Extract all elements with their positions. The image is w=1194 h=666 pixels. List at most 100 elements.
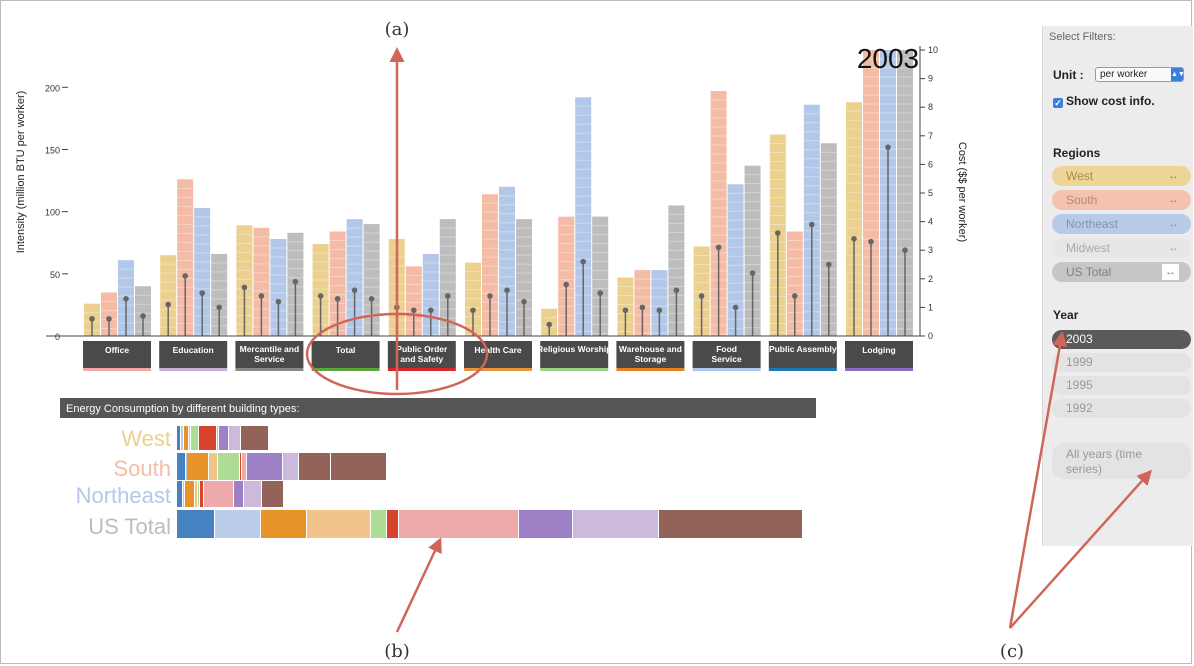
bar-south-warehouse-and-storage[interactable]: [634, 270, 651, 336]
swap-arrows-icon[interactable]: ↔: [1168, 242, 1179, 254]
bar-northeast-education[interactable]: [194, 207, 211, 336]
cost-point-south-mercantile-and-service[interactable]: [258, 293, 265, 299]
stack-segment-west[interactable]: [189, 426, 190, 450]
stack-segment-west[interactable]: [191, 426, 198, 450]
cost-point-northeast-lodging[interactable]: [885, 144, 891, 151]
stack-segment-us-total[interactable]: [659, 510, 802, 538]
year-1995[interactable]: 1995: [1052, 376, 1191, 395]
bar-us-total-health-care[interactable]: [516, 219, 532, 336]
stack-segment-northeast[interactable]: [195, 481, 197, 507]
bar-south-office[interactable]: [101, 292, 117, 336]
cost-point-us-total-mercantile-and-service[interactable]: [292, 278, 299, 285]
bar-south-lodging[interactable]: [863, 50, 879, 336]
cost-point-northeast-religious-worship[interactable]: [580, 258, 586, 265]
stack-segment-south[interactable]: [331, 453, 386, 480]
stack-segment-northeast[interactable]: [262, 481, 283, 507]
swap-arrows-icon[interactable]: ↔: [1162, 264, 1179, 280]
bar-us-total-total[interactable]: [363, 224, 380, 336]
stack-segment-us-total[interactable]: [261, 510, 306, 538]
stack-segment-south[interactable]: [218, 453, 239, 480]
cost-point-northeast-education[interactable]: [199, 290, 205, 296]
cost-point-west-warehouse-and-storage[interactable]: [622, 307, 629, 314]
stack-segment-northeast[interactable]: [204, 481, 233, 507]
cost-point-south-public-assembly[interactable]: [792, 293, 798, 299]
cost-point-northeast-food-service[interactable]: [732, 304, 739, 311]
cost-point-west-mercantile-and-service[interactable]: [241, 284, 248, 291]
bar-northeast-warehouse-and-storage[interactable]: [651, 270, 668, 336]
region-midwest[interactable]: Midwest ↔: [1052, 238, 1191, 258]
stack-segment-west[interactable]: [229, 426, 240, 450]
stack-segment-west[interactable]: [241, 426, 268, 450]
cost-point-us-total-education[interactable]: [216, 304, 222, 311]
stack-segment-northeast[interactable]: [177, 481, 182, 507]
bar-south-total[interactable]: [329, 231, 346, 336]
bar-south-food-service[interactable]: [710, 91, 727, 336]
stack-segment-northeast[interactable]: [198, 481, 199, 507]
bar-northeast-total[interactable]: [346, 219, 363, 336]
region-us-total[interactable]: US Total ↔: [1052, 262, 1191, 282]
stack-segment-northeast[interactable]: [183, 481, 184, 507]
cost-point-northeast-mercantile-and-service[interactable]: [275, 298, 282, 305]
bar-south-public-assembly[interactable]: [786, 231, 803, 336]
stack-segment-us-total[interactable]: [573, 510, 658, 538]
cost-point-south-health-care[interactable]: [487, 293, 493, 299]
cost-point-northeast-health-care[interactable]: [504, 287, 510, 294]
cost-point-us-total-warehouse-and-storage[interactable]: [673, 287, 680, 294]
bar-us-total-public-assembly[interactable]: [820, 143, 837, 336]
stack-segment-northeast[interactable]: [200, 481, 203, 507]
bar-us-total-warehouse-and-storage[interactable]: [668, 205, 685, 336]
stack-segment-south[interactable]: [240, 453, 241, 480]
stack-segment-west[interactable]: [184, 426, 188, 450]
bar-west-lodging[interactable]: [846, 102, 862, 336]
stack-segment-south[interactable]: [186, 453, 187, 480]
stack-segment-us-total[interactable]: [177, 510, 214, 538]
cost-point-northeast-public-order-and-safety[interactable]: [428, 307, 434, 314]
stack-segment-northeast[interactable]: [244, 481, 261, 507]
stack-segment-us-total[interactable]: [307, 510, 370, 538]
stack-segment-west[interactable]: [177, 426, 180, 450]
stack-segment-us-total[interactable]: [387, 510, 398, 538]
category-button-office[interactable]: Office: [83, 341, 151, 371]
category-button-total[interactable]: Total: [311, 341, 380, 371]
bar-us-total-office[interactable]: [135, 286, 151, 336]
cost-point-west-food-service[interactable]: [698, 293, 705, 299]
cost-point-us-total-public-assembly[interactable]: [826, 261, 832, 268]
cost-point-west-lodging[interactable]: [851, 235, 857, 242]
stack-segment-west[interactable]: [181, 426, 183, 450]
stack-segment-west[interactable]: [217, 426, 218, 450]
region-south[interactable]: South ↔: [1052, 190, 1191, 210]
bar-northeast-mercantile-and-service[interactable]: [270, 239, 287, 336]
region-west[interactable]: West ↔: [1052, 166, 1191, 186]
cost-point-northeast-office[interactable]: [123, 296, 129, 302]
cost-point-west-office[interactable]: [89, 316, 95, 322]
cost-point-west-public-order-and-safety[interactable]: [394, 304, 400, 311]
cost-point-south-total[interactable]: [334, 296, 341, 302]
category-button-lodging[interactable]: Lodging: [845, 341, 913, 371]
cost-point-west-total[interactable]: [317, 293, 324, 299]
bar-west-warehouse-and-storage[interactable]: [617, 277, 634, 336]
stack-segment-south[interactable]: [177, 453, 185, 480]
region-northeast[interactable]: Northeast ↔: [1052, 214, 1191, 234]
cost-point-us-total-religious-worship[interactable]: [597, 290, 603, 296]
category-button-religious-worship[interactable]: Religious Worship: [537, 341, 611, 371]
bar-us-total-lodging[interactable]: [897, 50, 913, 336]
all-years-button[interactable]: All years (time series): [1052, 443, 1191, 479]
bar-west-education[interactable]: [160, 255, 177, 336]
stack-segment-south[interactable]: [283, 453, 298, 480]
unit-select[interactable]: per worker ▲▼: [1095, 67, 1185, 82]
stack-segment-us-total[interactable]: [519, 510, 572, 538]
category-button-education[interactable]: Education: [159, 341, 228, 371]
bar-south-education[interactable]: [177, 179, 194, 336]
stack-segment-south[interactable]: [247, 453, 282, 480]
bar-us-total-religious-worship[interactable]: [592, 216, 609, 336]
stack-segment-south[interactable]: [299, 453, 330, 480]
swap-arrows-icon[interactable]: ↔: [1168, 218, 1179, 230]
cost-point-south-religious-worship[interactable]: [563, 281, 569, 288]
stack-segment-northeast[interactable]: [234, 481, 243, 507]
bar-us-total-public-order-and-safety[interactable]: [439, 219, 456, 336]
bar-northeast-public-assembly[interactable]: [803, 104, 820, 336]
